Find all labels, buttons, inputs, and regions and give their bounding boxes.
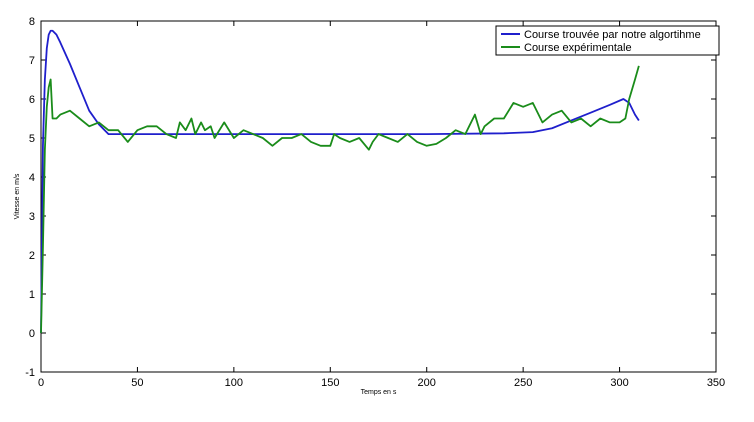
x-tick-label: 300 (610, 377, 628, 389)
series-line-algorithm (40, 29, 640, 334)
series-line-experimental (40, 65, 640, 334)
x-tick-label: 100 (225, 377, 243, 389)
y-tick-label: -1 (25, 367, 35, 379)
legend: Course trouvée par notre algortihme Cour… (495, 25, 720, 56)
x-axis-label: Temps en s (361, 389, 397, 396)
legend-label-algorithm: Course trouvée par notre algortihme (524, 29, 701, 41)
y-axis-label: Vitesse en m/s (14, 173, 21, 219)
x-tick-label: 150 (321, 377, 339, 389)
y-tick-label: 3 (29, 211, 35, 223)
y-tick-label: 5 (29, 133, 35, 145)
series-lines (40, 29, 640, 334)
x-tick-label: 50 (131, 377, 143, 389)
legend-box (495, 25, 720, 56)
y-tick-label: 8 (29, 16, 35, 28)
y-tick-label: 6 (29, 94, 35, 106)
x-tick-label: 200 (418, 377, 436, 389)
y-tick-label: 4 (29, 172, 35, 184)
y-tick-label: 1 (29, 289, 35, 301)
x-tick-label: 250 (514, 377, 532, 389)
x-tick-label: 350 (707, 377, 725, 389)
legend-label-experimental: Course expérimentale (524, 42, 632, 54)
x-ticks: 0 50 100 150 200 250 300 350 (38, 21, 725, 389)
x-tick-label: 0 (38, 377, 44, 389)
plot-area (40, 20, 717, 373)
y-tick-label: 7 (29, 55, 35, 67)
y-tick-label: 0 (29, 328, 35, 340)
y-tick-label: 2 (29, 250, 35, 262)
